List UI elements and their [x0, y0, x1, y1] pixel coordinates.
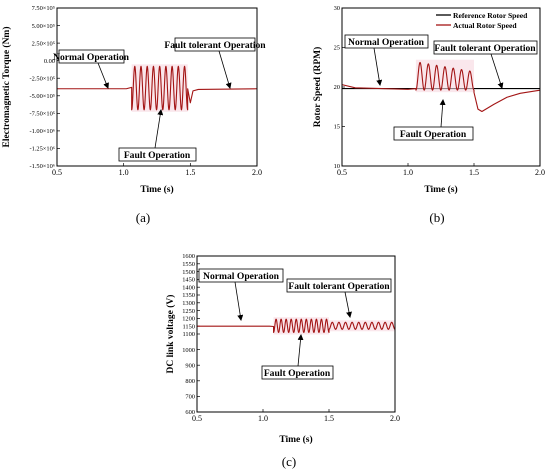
b-xtick-label: 0.5 — [337, 168, 347, 177]
b-caption: (b) — [429, 210, 444, 225]
a-ytick-label: -7.50×10⁵ — [29, 111, 55, 118]
b-annotation-box-fault — [393, 126, 474, 141]
a-caption: (a) — [136, 210, 150, 225]
c-xtick-label: 1.0 — [258, 414, 268, 423]
a-ytick-label: 7.50×10⁵ — [32, 5, 55, 12]
b-arrow-fault — [439, 99, 446, 128]
a-ytick-label: -1.00×10⁶ — [29, 128, 55, 135]
a-annotation-box-normal — [58, 49, 125, 64]
c-ytick-label: 1300 — [182, 300, 195, 307]
c-ytick-label: 1400 — [182, 284, 195, 291]
a-ytick-label: 2.50×10⁵ — [32, 40, 55, 47]
c-tail-band — [329, 320, 395, 332]
c-ytick-label: 800 — [185, 378, 195, 385]
b-ytick-label: 10 — [334, 163, 340, 170]
c-ytick-label: 1500 — [182, 269, 195, 276]
panel-c: 600 700 800 900 1000 110011501200125013001350… — [165, 253, 400, 469]
c-arrow-tolerant — [344, 291, 352, 318]
a-xtick-label: 0.5 — [52, 168, 62, 177]
c-xtick-label: 1.5 — [324, 414, 334, 423]
a-arrow-normal — [97, 62, 109, 89]
a-ytick-label: -5.00×10⁵ — [29, 93, 55, 100]
a-ytick-label: 5.00×10⁵ — [32, 23, 55, 30]
b-ytick-label: 30 — [334, 5, 340, 12]
b-xtick-label: 2.0 — [535, 168, 545, 177]
a-fault-band — [131, 64, 188, 112]
b-legend-label-actual: Actual Rotor Speed — [453, 21, 517, 30]
a-ytick-label: -1.25×10⁶ — [29, 146, 55, 153]
b-ytick-label: 15 — [334, 124, 340, 131]
b-arrow-tolerant — [490, 53, 504, 89]
a-plot-frame — [56, 7, 258, 167]
panel-b: 10 15 20 25 30 0.5 1.0 1.5 2.0 Time (s) Rotor Sp… — [312, 5, 545, 225]
c-xtick-label: 0.5 — [192, 414, 202, 423]
c-ytick-label: 900 — [185, 362, 195, 369]
b-arrow-normal — [373, 47, 383, 86]
b-xlabel: Time (s) — [424, 184, 457, 195]
b-xtick-label: 1.0 — [403, 168, 413, 177]
a-ylabel: Electromagnetic Torque (Nm) — [1, 26, 12, 147]
c-arrow-fault — [297, 334, 304, 367]
b-annotation-box-normal — [344, 34, 429, 49]
a-annotation-fault: Fault Operation — [124, 150, 191, 161]
a-arrow-tolerant — [218, 50, 232, 89]
c-annotation-tolerant: Fault tolerant Operation — [288, 281, 390, 292]
c-ytick-label: 700 — [185, 394, 195, 401]
a-ytick-label: -1.50×10⁶ — [29, 163, 55, 170]
c-ytick-label: 1200 — [182, 316, 195, 323]
panel-a: 7.50×10⁵ 5.00×10⁵ 2.50×10⁵ 0.00 -2.50×10⁵ -5.… — [1, 5, 266, 225]
b-annotation-normal: Normal Operation — [348, 37, 425, 48]
b-ytick-label: 25 — [334, 45, 340, 52]
c-ytick-label: 1150 — [182, 323, 195, 330]
c-caption: (c) — [282, 454, 296, 469]
a-ytick-label: -2.50×10⁵ — [29, 75, 55, 82]
c-ytick-label: 1100 — [182, 331, 195, 338]
c-xlabel: Time (s) — [279, 434, 312, 445]
b-annotation-box-tolerant — [433, 40, 538, 55]
a-xlabel: Time (s) — [140, 184, 173, 195]
c-ylabel: DC link voltage (V) — [165, 295, 176, 374]
c-ytick-label: 1550 — [182, 261, 195, 268]
c-annotation-box-fault — [261, 365, 334, 380]
c-xtick-label: 2.0 — [390, 414, 400, 423]
b-ytick-label: 20 — [334, 84, 340, 91]
a-annotation-box-tolerant — [174, 37, 256, 52]
c-ytick-label: 1000 — [182, 347, 195, 354]
c-series-0-line — [197, 318, 396, 333]
b-plot-frame — [341, 7, 541, 167]
a-ytick-label: 0.00 — [44, 58, 55, 65]
a-xtick-label: 1.0 — [119, 168, 129, 177]
a-series-0-line — [57, 65, 258, 111]
a-arrow-fault — [154, 109, 164, 149]
b-series-1-line — [341, 61, 541, 113]
c-annotation-box-tolerant — [286, 278, 392, 293]
b-legend — [433, 9, 539, 31]
c-ytick-label: 1250 — [182, 308, 195, 315]
b-xtick-label: 1.5 — [469, 168, 479, 177]
c-plot-frame — [196, 255, 396, 413]
a-annotation-tolerant: Fault tolerant Operation — [164, 40, 266, 51]
b-ylabel: Rotor Speed (RPM) — [312, 47, 323, 128]
c-annotation-normal: Normal Operation — [203, 271, 280, 282]
c-ytick-label: 600 — [185, 409, 195, 416]
c-fault-band — [273, 317, 329, 335]
c-arrow-normal — [234, 281, 244, 321]
c-ytick-label: 1350 — [182, 292, 195, 299]
b-annotation-fault: Fault Operation — [400, 129, 467, 140]
a-annotation-normal: Normal Operation — [53, 52, 130, 63]
b-legend-label-reference: Reference Rotor Speed — [453, 11, 528, 20]
a-annotation-box-fault — [118, 147, 197, 162]
c-annotation-box-normal — [198, 268, 284, 283]
c-annotation-fault: Fault Operation — [264, 368, 331, 379]
b-annotation-tolerant: Fault tolerant Operation — [434, 43, 536, 54]
a-xtick-label: 1.5 — [185, 168, 195, 177]
c-ytick-label: 1600 — [182, 253, 195, 260]
a-xtick-label: 2.0 — [252, 168, 262, 177]
c-ytick-label: 1450 — [182, 277, 195, 284]
